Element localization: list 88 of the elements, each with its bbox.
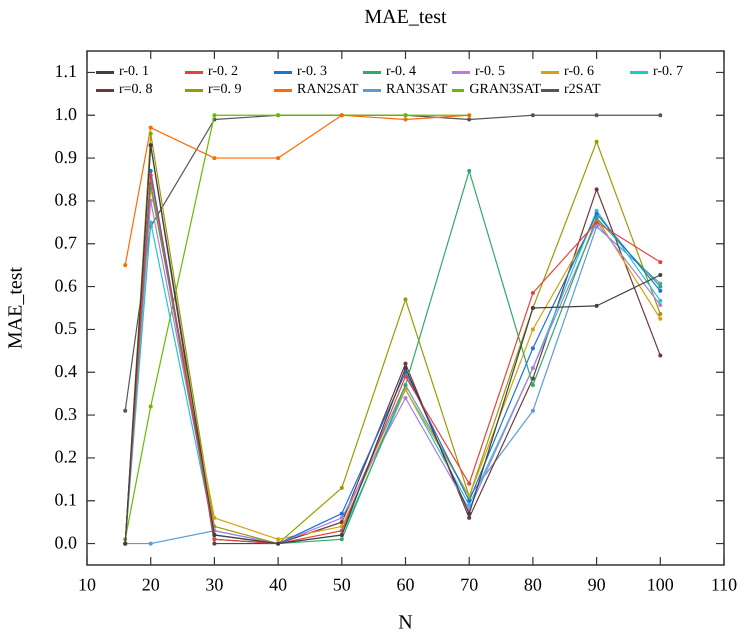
x-tick-label: 10 [78, 574, 96, 595]
y-tick-label: 1.0 [54, 104, 77, 124]
x-tick-label: 90 [588, 574, 606, 595]
legend-label: r-0. 4 [386, 64, 416, 80]
point [530, 346, 535, 350]
point [212, 156, 216, 160]
legend-label: r-0. 7 [653, 64, 684, 80]
x-tick-label: 110 [710, 574, 738, 595]
point [658, 298, 662, 303]
x-axis-title: N [398, 611, 413, 634]
point [404, 118, 408, 122]
point [212, 113, 216, 118]
y-tick-label: 0.3 [54, 404, 77, 424]
legend-label: r-0. 5 [475, 64, 506, 80]
point [212, 542, 216, 546]
point [340, 537, 344, 542]
point [530, 327, 535, 332]
point [530, 291, 535, 296]
y-tick-label: 0.6 [54, 275, 77, 296]
point [340, 512, 344, 516]
y-tick-label: 0.7 [54, 232, 77, 252]
chart-title: MAE_test [363, 6, 448, 29]
point [212, 516, 216, 520]
point [594, 187, 599, 192]
point [530, 113, 535, 118]
x-tick-label: 30 [205, 574, 224, 595]
point [467, 482, 472, 486]
point [148, 542, 153, 546]
point [594, 212, 599, 216]
x-tick-label: 80 [524, 574, 542, 595]
legend-label: r=0. 8 [119, 82, 153, 98]
x-tick-label: 60 [396, 574, 414, 595]
y-tick-label: 0.5 [54, 318, 77, 338]
y-tick-label: 0.2 [54, 446, 77, 467]
y-tick-label: 0.9 [54, 146, 77, 167]
legend-label: r-0. 6 [564, 64, 594, 80]
point [404, 297, 408, 302]
point [123, 263, 128, 268]
point [594, 140, 599, 144]
point [148, 404, 153, 409]
point [658, 113, 662, 118]
y-tick-label: 1.1 [54, 61, 77, 82]
x-tick-label: 70 [460, 574, 478, 595]
point [467, 512, 472, 516]
legend-label: r-0. 3 [297, 64, 328, 80]
point [658, 312, 662, 316]
y-tick-label: 0.1 [54, 489, 77, 510]
point [658, 316, 662, 321]
point [467, 118, 472, 122]
point [594, 113, 599, 118]
point [123, 408, 128, 413]
legend-label: r=0. 9 [208, 82, 242, 98]
point [467, 498, 472, 503]
point [658, 288, 662, 293]
legend-label: r-0. 1 [119, 64, 150, 80]
point [148, 126, 153, 130]
point [148, 132, 153, 136]
point [594, 304, 599, 308]
point [404, 362, 408, 366]
point [658, 273, 662, 278]
point [530, 408, 535, 413]
point [467, 516, 472, 520]
y-tick-label: 0.4 [54, 360, 77, 381]
point [404, 396, 408, 400]
legend-label: RAN2SAT [297, 82, 358, 98]
point [467, 168, 472, 173]
x-tick-label: 100 [646, 574, 674, 595]
point [658, 354, 662, 358]
point [404, 374, 408, 379]
point [658, 303, 662, 307]
point [276, 537, 280, 542]
y-axis-title: MAE_test [4, 266, 26, 350]
x-tick-label: 50 [332, 574, 351, 595]
point [276, 156, 280, 160]
y-tick-label: 0.0 [54, 532, 77, 552]
point [658, 260, 662, 264]
x-tick-label: 40 [269, 574, 288, 595]
point [404, 366, 408, 370]
point [658, 284, 662, 289]
x-tick-label: 20 [142, 574, 160, 595]
legend-label: RAN3SAT [386, 82, 448, 98]
legend-label: r2SAT [564, 82, 601, 98]
point [340, 516, 344, 520]
legend-label: GRAN3SAT [469, 82, 541, 98]
point [530, 383, 535, 388]
point [340, 486, 344, 490]
legend-label: r-0. 2 [208, 64, 238, 80]
y-tick-label: 0.8 [54, 190, 77, 210]
